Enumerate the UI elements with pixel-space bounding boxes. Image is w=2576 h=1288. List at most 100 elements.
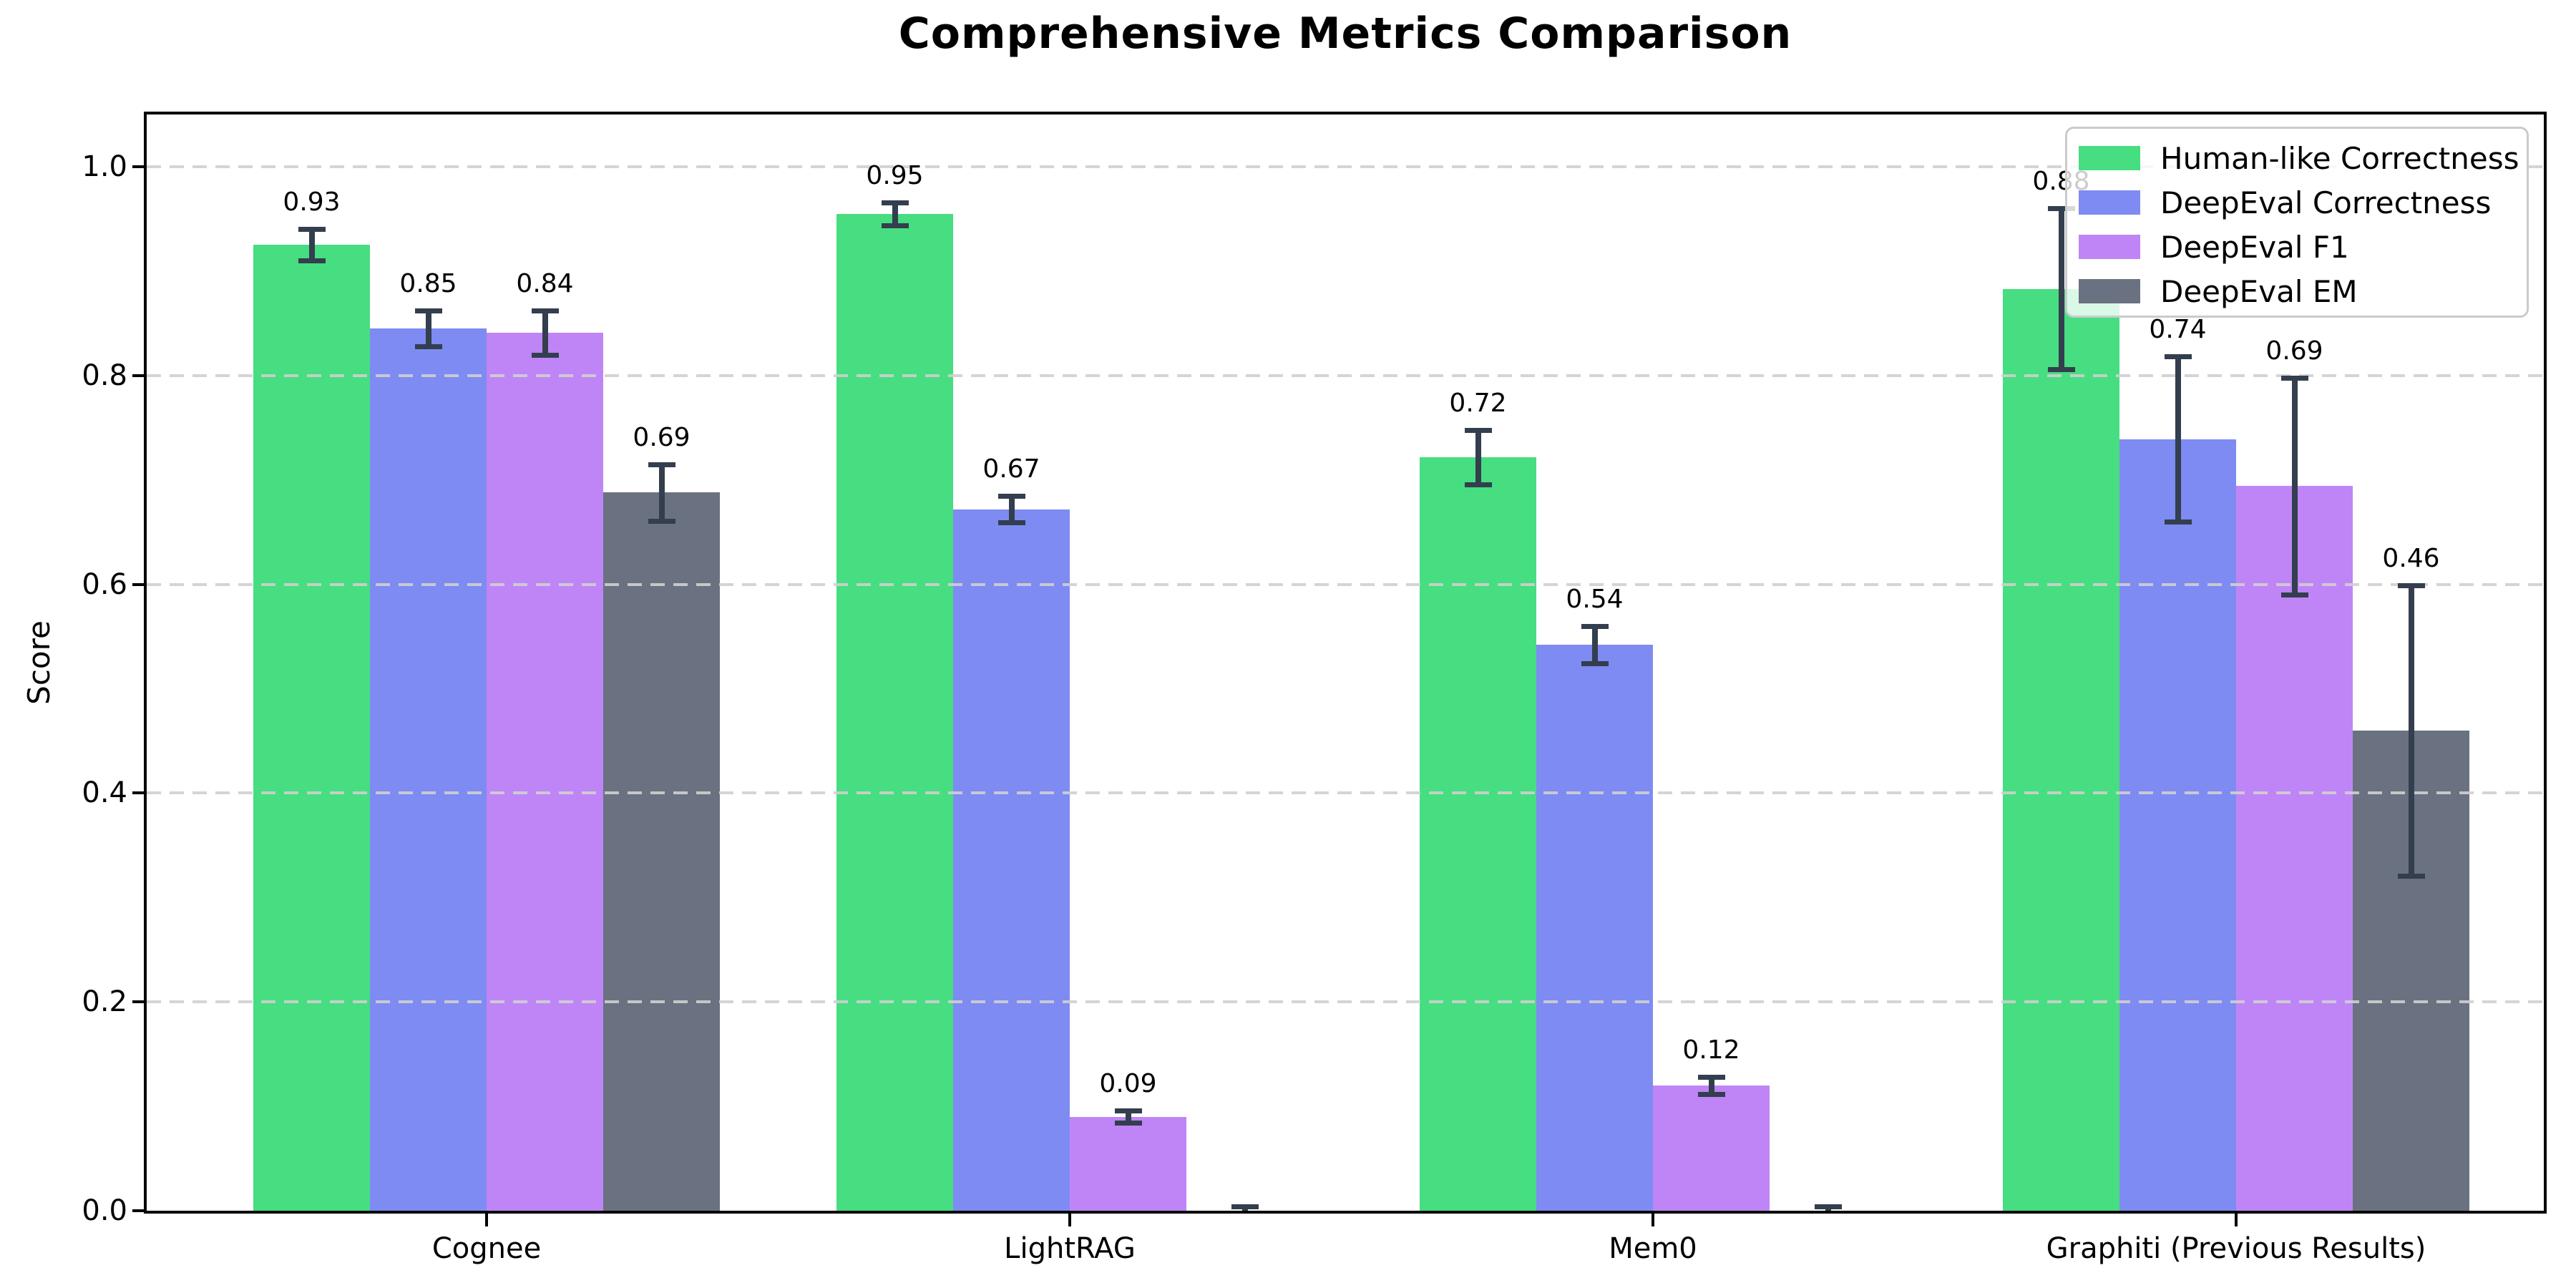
error-bar-cap [298, 227, 326, 233]
error-bar-cap [997, 520, 1025, 526]
y-tick-mark [132, 1000, 147, 1004]
bar-value-label-cognee: 0.93 [283, 187, 341, 218]
error-bar-cap [881, 200, 909, 205]
error-bar-deepeval-f1-lightrag [1125, 1110, 1131, 1123]
error-bar-cap [1464, 482, 1492, 487]
error-bar-cap [648, 462, 675, 467]
x-tick-label-lightrag: LightRAG [1004, 1232, 1136, 1265]
error-bar-cap [997, 493, 1025, 499]
error-bar-deepeval-correctness-cognee [425, 311, 431, 346]
bar-value-label-cognee: 0.85 [399, 269, 457, 299]
error-bar-cap [1114, 1121, 1142, 1126]
error-bar-cap [2164, 519, 2192, 525]
error-bar-human-like-correctness-lightrag [892, 202, 898, 225]
y-tick-mark [132, 1209, 147, 1212]
bar-value-label-graphiti-previous-results: 0.74 [2149, 315, 2207, 345]
bar-deepeval-f1-mem0 [1653, 1085, 1770, 1211]
bar-deepeval-f1-cognee [487, 332, 603, 1211]
bar-value-label-graphiti-previous-results: 0.46 [2382, 544, 2440, 574]
bar-deepeval-em-cognee [603, 492, 720, 1211]
error-bar-cap [414, 308, 442, 314]
legend-label-deepeval-f1: DeepEval F1 [2160, 229, 2349, 265]
legend-swatch-deepeval-correctness [2079, 190, 2140, 215]
bar-value-label-mem0: 0.12 [1682, 1035, 1740, 1065]
bar-value-label-mem0: 0.72 [1449, 388, 1507, 418]
bar-value-label-lightrag: 0.09 [1099, 1068, 1157, 1098]
error-bar-deepeval-correctness-graphiti-previous-results [2175, 356, 2181, 522]
gridline-y-0.8 [147, 374, 2544, 377]
error-bar-cap [1464, 427, 1492, 433]
error-bar-cap [2164, 354, 2192, 360]
error-bar-cap [531, 308, 559, 314]
bar-deepeval-correctness-graphiti-previous-results [2119, 439, 2236, 1211]
legend-swatch-deepeval-f1 [2079, 235, 2140, 259]
error-bar-cap [1815, 1213, 1842, 1214]
gridline-y-0.6 [147, 582, 2544, 586]
bar-deepeval-correctness-cognee [370, 328, 487, 1211]
bar-value-label-cognee: 0.84 [516, 269, 574, 299]
y-tick-mark [132, 791, 147, 795]
chart-title: Comprehensive Metrics Comparison [898, 9, 1792, 59]
legend-label-deepeval-em: DeepEval EM [2160, 273, 2358, 309]
legend-label-deepeval-correctness: DeepEval Correctness [2160, 185, 2492, 220]
error-bar-cap [1697, 1075, 1725, 1080]
error-bar-cap [531, 352, 559, 358]
x-tick-mark [2235, 1214, 2238, 1226]
legend-row-deepeval-em: DeepEval EM [2079, 269, 2527, 313]
bar-deepeval-correctness-mem0 [1536, 645, 1653, 1211]
error-bar-cap [1697, 1091, 1725, 1097]
y-tick-mark [132, 582, 147, 586]
error-bar-cap [1231, 1213, 1259, 1214]
error-bar-cap [881, 223, 909, 228]
x-tick-mark [1068, 1214, 1071, 1226]
y-tick-label: 0.6 [82, 567, 127, 601]
legend-label-human-like-correctness: Human-like Correctness [2160, 140, 2519, 176]
bar-human-like-correctness-lightrag [836, 213, 953, 1211]
error-bar-deepeval-f1-graphiti-previous-results [2291, 377, 2298, 595]
error-bar-cap [2397, 873, 2425, 879]
error-bar-cap [2280, 592, 2308, 598]
error-bar-deepeval-correctness-mem0 [1591, 625, 1598, 664]
error-bar-human-like-correctness-graphiti-previous-results [2058, 208, 2064, 369]
x-tick-label-graphiti-previous-results: Graphiti (Previous Results) [2046, 1232, 2426, 1265]
legend: Human-like Correctness DeepEval Correctne… [2065, 127, 2529, 318]
x-tick-mark [485, 1214, 488, 1226]
bar-human-like-correctness-graphiti-previous-results [2003, 288, 2119, 1211]
gridline-y-0.2 [147, 1000, 2544, 1004]
error-bar-cap [1231, 1204, 1259, 1210]
y-tick-mark [132, 374, 147, 377]
error-bar-human-like-correctness-mem0 [1475, 429, 1481, 484]
bar-value-label-mem0: 0.54 [1566, 584, 1624, 614]
error-bar-deepeval-em-graphiti-previous-results [2408, 585, 2414, 876]
bar-value-label-graphiti-previous-results: 0.69 [2265, 336, 2323, 366]
error-bar-cap [298, 258, 326, 264]
error-bar-deepeval-correctness-lightrag [1008, 495, 1015, 523]
error-bar-cap [1581, 661, 1609, 667]
x-tick-label-cognee: Cognee [431, 1232, 542, 1265]
error-bar-cap [2047, 206, 2075, 212]
y-tick-label: 0.2 [82, 985, 127, 1019]
bar-value-label-cognee: 0.69 [633, 422, 691, 452]
bar-human-like-correctness-cognee [253, 245, 370, 1211]
error-bar-cap [2280, 375, 2308, 381]
bar-deepeval-correctness-lightrag [953, 509, 1070, 1211]
error-bar-cap [2047, 367, 2075, 372]
x-tick-mark [1652, 1214, 1654, 1226]
legend-row-deepeval-f1: DeepEval F1 [2079, 225, 2527, 269]
legend-swatch-deepeval-em [2079, 279, 2140, 303]
bar-deepeval-f1-lightrag [1070, 1116, 1186, 1211]
legend-swatch-human-like-correctness [2079, 146, 2140, 170]
gridline-y-1 [147, 165, 2544, 168]
error-bar-cap [2397, 583, 2425, 589]
y-tick-label: 0.0 [82, 1194, 127, 1227]
error-bar-cap [414, 343, 442, 349]
y-tick-label: 0.4 [82, 776, 127, 810]
bar-deepeval-f1-graphiti-previous-results [2236, 486, 2353, 1211]
error-bar-human-like-correctness-cognee [308, 229, 315, 261]
error-bar-deepeval-f1-cognee [542, 311, 548, 355]
legend-row-deepeval-correctness: DeepEval Correctness [2079, 180, 2527, 225]
error-bar-deepeval-f1-mem0 [1708, 1077, 1714, 1094]
y-tick-label: 0.8 [82, 358, 127, 392]
error-bar-cap [1581, 623, 1609, 629]
